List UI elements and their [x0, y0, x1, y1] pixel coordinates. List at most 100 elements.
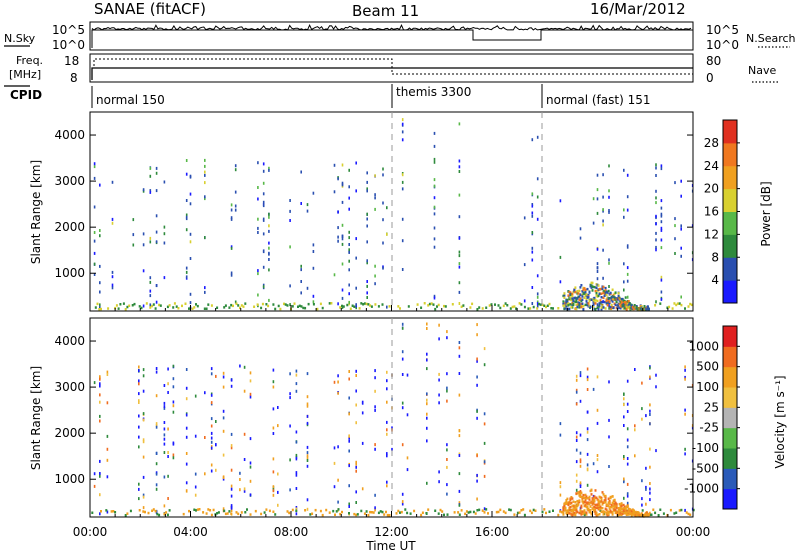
range-cell: [401, 406, 404, 410]
range-cell: [268, 251, 270, 255]
enhanced-echo-cell: [612, 306, 615, 310]
near-range-cell: [240, 511, 243, 514]
near-range-cell: [226, 512, 229, 515]
enhanced-echo-cell: [647, 307, 650, 311]
range-cell: [401, 217, 404, 221]
enhanced-echo-cell: [565, 304, 568, 308]
enhanced-echo-cell: [585, 513, 588, 516]
range-cell: [239, 488, 241, 492]
enhanced-echo-cell: [569, 505, 572, 509]
range-cell: [163, 225, 166, 229]
range-cell: [289, 199, 291, 202]
range-cell: [536, 217, 539, 221]
near-range-cell: [115, 304, 118, 307]
range-cell: [268, 268, 270, 272]
range-cell: [341, 200, 344, 204]
noise-tick-bottom-right: 10^0: [706, 38, 739, 52]
range-cell: [185, 275, 188, 279]
range-cell: [348, 283, 350, 287]
range-cell: [458, 354, 461, 358]
range-cell: [483, 507, 486, 511]
range-cell: [155, 166, 158, 170]
y-tick-label: 4000: [54, 334, 85, 348]
enhanced-echo-cell: [602, 493, 605, 496]
near-range-cell: [685, 511, 688, 514]
range-cell: [680, 194, 682, 198]
near-range-cell: [253, 305, 256, 308]
range-cell: [230, 504, 233, 508]
near-range-cell: [304, 306, 307, 310]
enhanced-echo-cell: [625, 511, 628, 514]
colorbar-tick-label: 16: [704, 205, 719, 219]
range-cell: [401, 401, 404, 405]
range-cell: [341, 262, 344, 266]
range-cell: [337, 210, 339, 214]
enhanced-echo-cell: [583, 296, 586, 299]
range-cell: [655, 300, 657, 304]
near-range-cell: [363, 302, 366, 305]
near-range-cell: [529, 509, 532, 513]
near-range-cell: [202, 511, 205, 514]
enhanced-echo-cell: [593, 505, 596, 509]
enhanced-echo-cell: [631, 508, 634, 511]
range-cell: [93, 381, 96, 385]
near-range-cell: [124, 514, 127, 517]
range-cell: [575, 435, 578, 439]
range-cell: [433, 294, 436, 298]
range-cell: [348, 236, 350, 240]
enhanced-echo-cell: [584, 497, 587, 500]
near-range-cell: [578, 306, 581, 309]
enhanced-echo-cell: [617, 292, 620, 295]
near-range-cell: [163, 512, 166, 516]
near-range-cell: [397, 509, 400, 513]
range-cell: [623, 415, 625, 419]
range-cell: [433, 237, 436, 241]
range-cell: [476, 479, 478, 483]
near-range-cell: [181, 304, 183, 308]
near-range-cell: [295, 509, 298, 512]
range-cell: [355, 469, 357, 473]
near-range-cell: [377, 511, 380, 515]
range-cell: [649, 465, 651, 469]
enhanced-echo-cell: [593, 285, 596, 289]
enhanced-echo-cell: [610, 506, 613, 509]
near-range-cell: [467, 511, 470, 514]
range-cell: [149, 276, 152, 280]
range-cell: [596, 262, 599, 266]
range-cell: [93, 162, 96, 166]
near-range-cell: [165, 511, 168, 514]
range-cell: [163, 406, 166, 410]
range-cell: [348, 370, 350, 373]
range-cell: [99, 474, 101, 478]
enhanced-echo-cell: [608, 300, 611, 303]
range-cell: [234, 168, 237, 172]
range-cell: [289, 396, 291, 400]
range-cell: [163, 405, 166, 409]
enhanced-echo-cell: [615, 506, 618, 509]
range-cell: [348, 434, 350, 438]
near-range-cell: [203, 307, 206, 310]
range-cell: [626, 438, 629, 442]
range-cell: [272, 470, 275, 474]
enhanced-echo-cell: [562, 300, 565, 303]
near-range-cell: [608, 510, 611, 513]
range-cell: [230, 487, 233, 491]
near-range-cell: [377, 305, 380, 308]
range-cell: [138, 369, 140, 373]
range-cell: [333, 380, 336, 384]
range-cell: [185, 452, 188, 455]
range-cell: [262, 181, 265, 185]
range-cell: [684, 377, 686, 381]
freq-tick-bottom: 8: [70, 71, 78, 85]
range-cell: [438, 372, 440, 376]
near-range-cell: [297, 305, 299, 308]
enhanced-echo-cell: [624, 507, 627, 510]
range-cell: [189, 202, 192, 206]
near-range-cell: [348, 512, 350, 515]
near-range-cell: [684, 307, 686, 310]
range-cell: [295, 471, 298, 475]
enhanced-echo-cell: [628, 508, 631, 511]
range-cell: [155, 394, 158, 398]
